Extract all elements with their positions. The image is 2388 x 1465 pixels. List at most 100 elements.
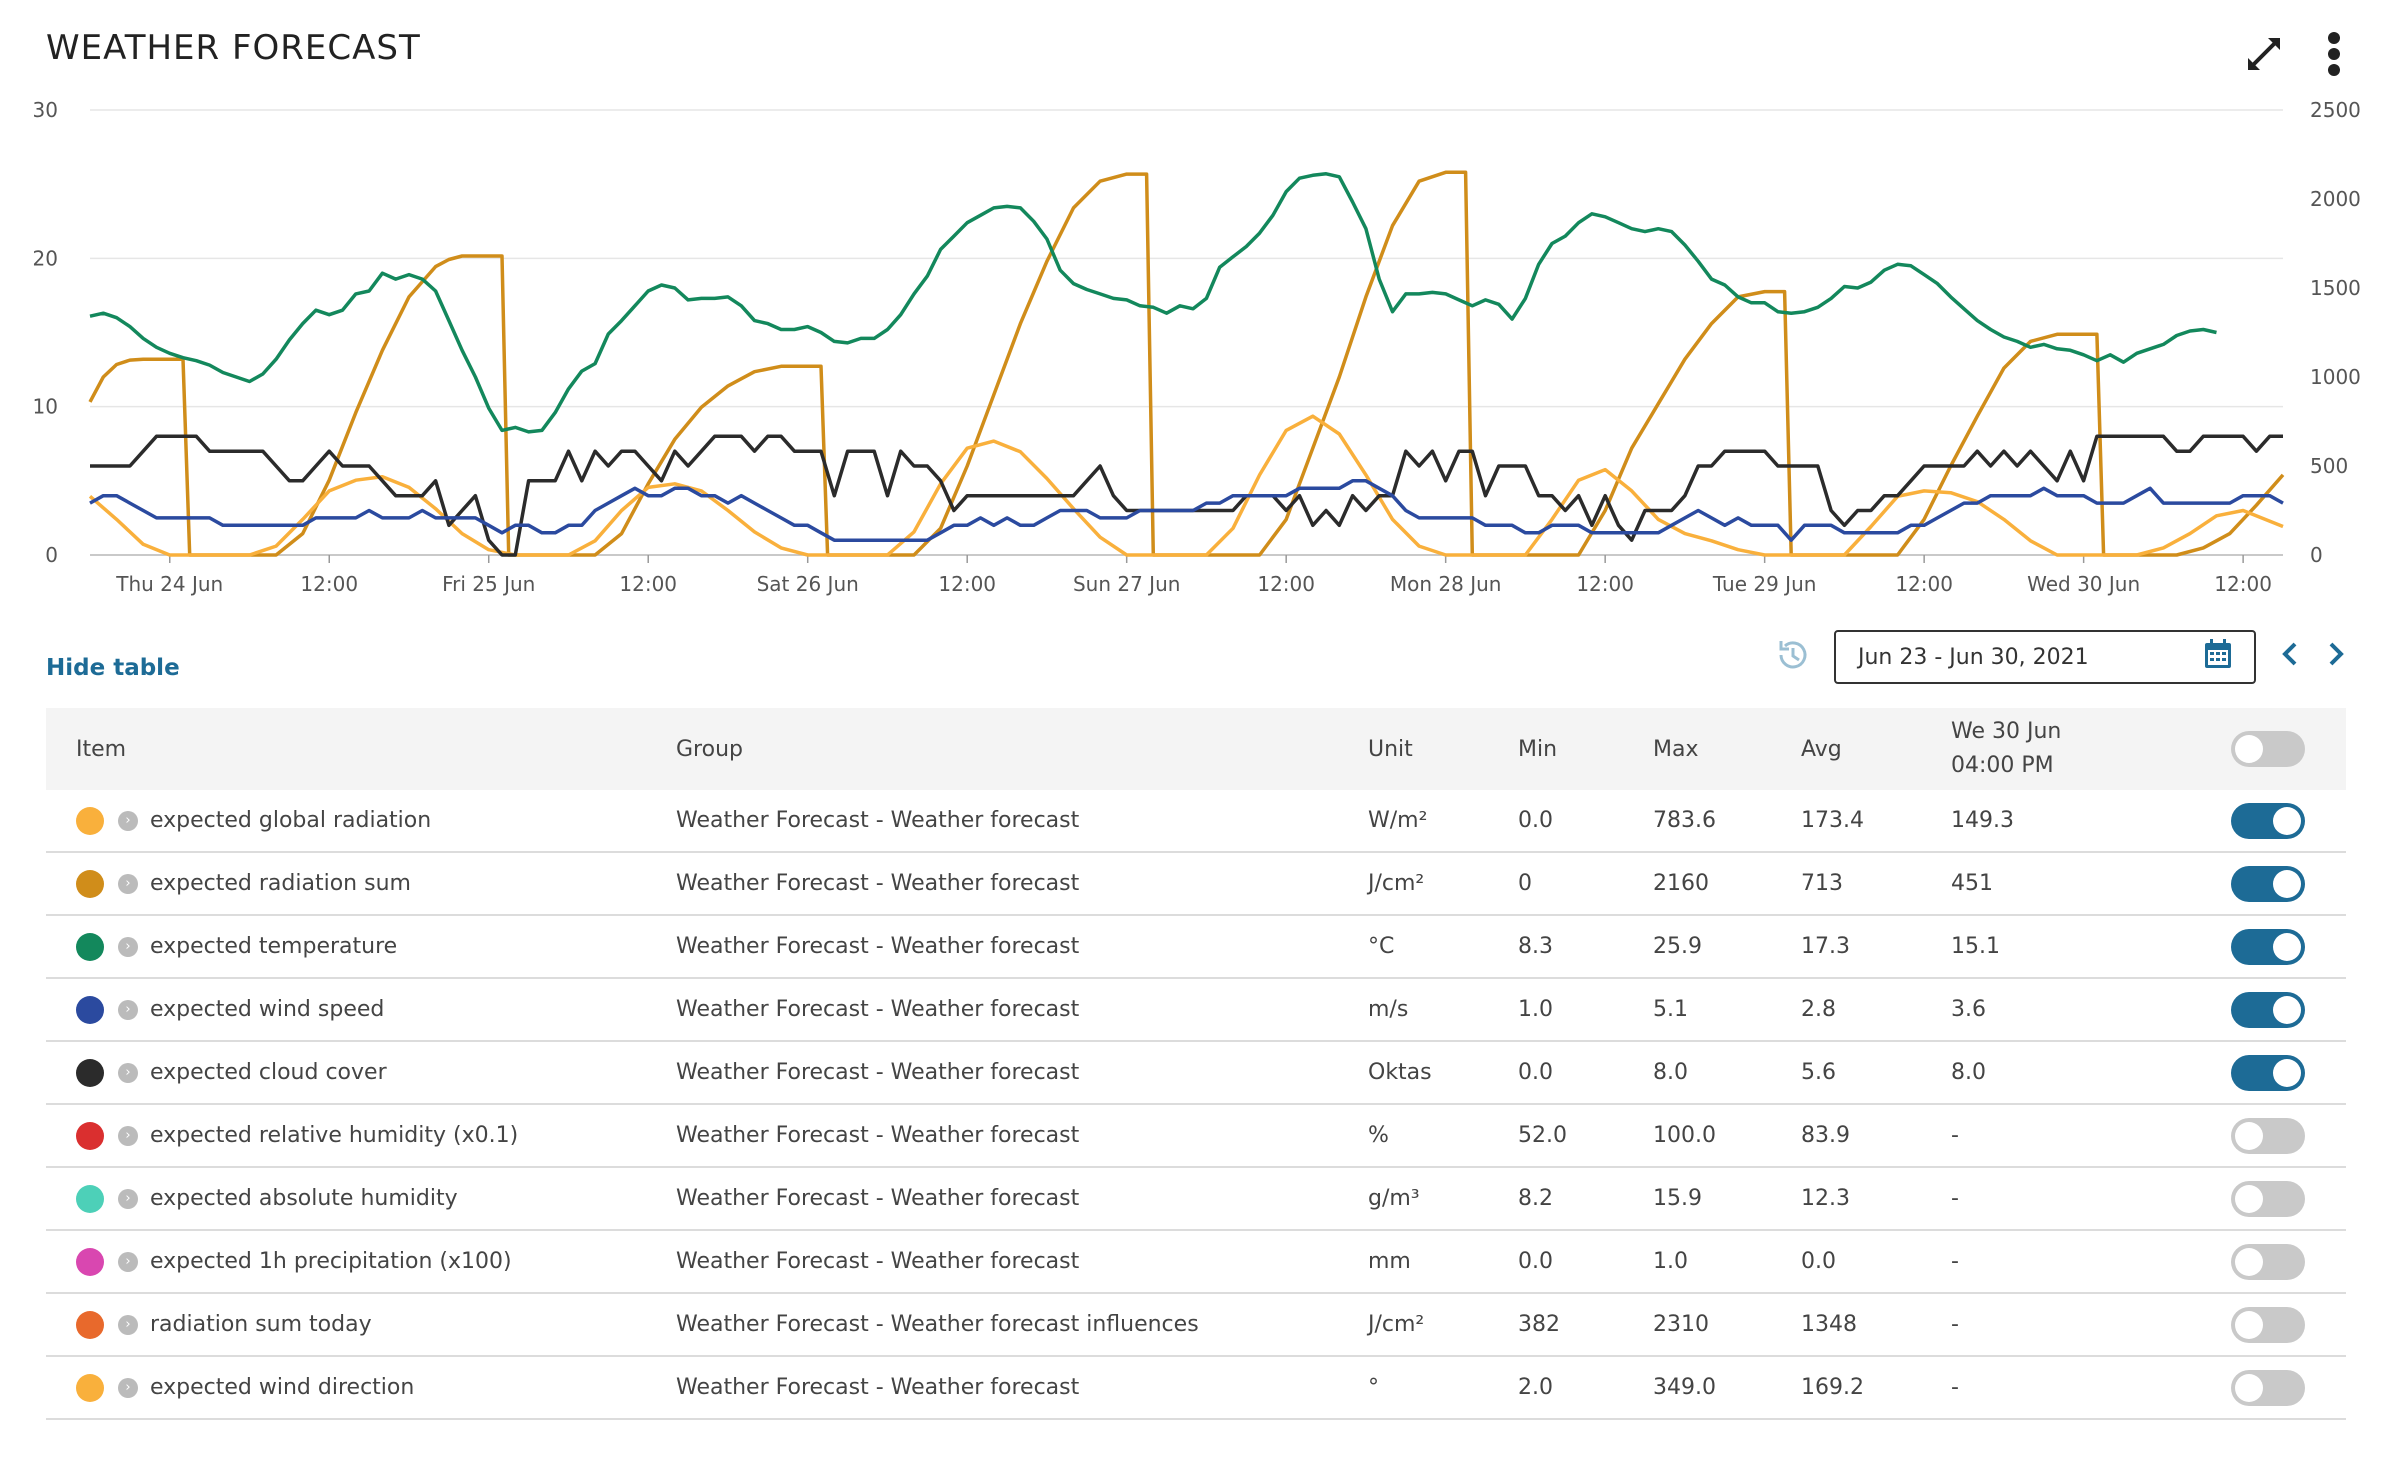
- header-toggle-cell: [2231, 708, 2346, 790]
- arrow-circle-icon[interactable]: ›: [118, 936, 138, 957]
- series-toggle-switch[interactable]: [2231, 1180, 2305, 1217]
- series-color-dot: [76, 806, 104, 835]
- y-right-tick-label: 0: [2310, 543, 2323, 567]
- series-toggle-switch[interactable]: [2231, 1243, 2305, 1280]
- series-toggle-switch[interactable]: [2231, 1369, 2305, 1406]
- min-cell: 8.3: [1518, 915, 1653, 979]
- max-cell: 15.9: [1653, 1167, 1801, 1231]
- max-cell: 349.0: [1653, 1356, 1801, 1420]
- chevron-left-icon[interactable]: [2278, 640, 2302, 674]
- avg-cell: 0.0: [1801, 1230, 1951, 1294]
- min-cell: 8.2: [1518, 1167, 1653, 1231]
- item-label: expected 1h precipitation (x100): [150, 1248, 512, 1274]
- x-tick-label: Fri 25 Jun: [442, 572, 535, 596]
- series-toggle-switch[interactable]: [2231, 1054, 2305, 1091]
- toggle-all-switch[interactable]: [2231, 731, 2305, 767]
- toggle-cell: [2231, 1041, 2346, 1105]
- current-value-cell: 8.0: [1951, 1041, 2231, 1105]
- series-toggle-switch[interactable]: [2231, 802, 2305, 839]
- toggle-cell: [2231, 978, 2346, 1042]
- item-cell: › expected cloud cover: [46, 1041, 676, 1105]
- group-cell: Weather Forecast - Weather forecast: [676, 1356, 1368, 1420]
- arrow-circle-icon[interactable]: ›: [118, 1062, 138, 1083]
- current-value-cell: 451: [1951, 852, 2231, 916]
- max-cell: 8.0: [1653, 1041, 1801, 1105]
- toggle-cell: [2231, 1230, 2346, 1294]
- avg-cell: 17.3: [1801, 915, 1951, 979]
- current-value-cell: -: [1951, 1356, 2231, 1420]
- item-label: expected temperature: [150, 933, 398, 959]
- date-range-value: Jun 23 - Jun 30, 2021: [1858, 644, 2089, 670]
- panel-title: WEATHER FORECAST: [46, 28, 421, 68]
- toggle-cell: [2231, 852, 2346, 916]
- unit-cell: °: [1368, 1356, 1518, 1420]
- series-toggle-switch[interactable]: [2231, 991, 2305, 1028]
- unit-cell: %: [1368, 1104, 1518, 1168]
- item-cell: › expected absolute humidity: [46, 1167, 676, 1231]
- header-current-time: 04:00 PM: [1951, 753, 2054, 778]
- series-table: Item Group Unit Min Max Avg We 30 Jun 04…: [46, 708, 2346, 1420]
- current-value-cell: 149.3: [1951, 790, 2231, 853]
- series-line: [89, 479, 2284, 542]
- series-toggle-switch[interactable]: [2231, 865, 2305, 902]
- arrow-circle-icon[interactable]: ›: [118, 1377, 138, 1398]
- arrow-circle-icon[interactable]: ›: [118, 1125, 138, 1146]
- avg-cell: 5.6: [1801, 1041, 1951, 1105]
- min-cell: 1.0: [1518, 978, 1653, 1042]
- unit-cell: J/cm²: [1368, 852, 1518, 916]
- hide-table-link[interactable]: Hide table: [46, 655, 180, 681]
- item-label: expected relative humidity (x0.1): [150, 1122, 519, 1148]
- y-left-tick-label: 20: [33, 246, 58, 270]
- table-row: › expected global radiation Weather Foreca…: [46, 790, 2346, 853]
- current-value-cell: 3.6: [1951, 978, 2231, 1042]
- table-header-row: Item Group Unit Min Max Avg We 30 Jun 04…: [46, 708, 2346, 790]
- chevron-right-icon[interactable]: [2324, 640, 2348, 674]
- x-tick-label: Sun 27 Jun: [1073, 572, 1180, 596]
- panel-toolbar: [2240, 30, 2358, 78]
- y-right-tick-label: 1500: [2310, 276, 2361, 300]
- arrow-circle-icon[interactable]: ›: [118, 999, 138, 1020]
- history-icon[interactable]: [1772, 635, 1812, 679]
- current-value-cell: 15.1: [1951, 915, 2231, 979]
- table-row: › expected temperature Weather Forecast - …: [46, 915, 2346, 979]
- arrow-circle-icon[interactable]: ›: [118, 1188, 138, 1209]
- vertical-dots-icon[interactable]: [2310, 30, 2358, 78]
- unit-cell: g/m³: [1368, 1167, 1518, 1231]
- unit-cell: Oktas: [1368, 1041, 1518, 1105]
- arrow-circle-icon[interactable]: ›: [118, 873, 138, 894]
- current-value-cell: -: [1951, 1293, 2231, 1357]
- date-range-input[interactable]: Jun 23 - Jun 30, 2021: [1834, 630, 2256, 684]
- header-current: We 30 Jun 04:00 PM: [1951, 708, 2231, 790]
- group-cell: Weather Forecast - Weather forecast: [676, 790, 1368, 853]
- current-value-cell: -: [1951, 1167, 2231, 1231]
- y-left-tick-label: 0: [45, 543, 58, 567]
- avg-cell: 12.3: [1801, 1167, 1951, 1231]
- header-avg: Avg: [1801, 708, 1951, 790]
- arrow-circle-icon[interactable]: ›: [118, 810, 138, 831]
- x-tick-label: Tue 29 Jun: [1712, 572, 1817, 596]
- series-color-dot: [76, 1310, 104, 1339]
- series-color-dot: [76, 1373, 104, 1402]
- group-cell: Weather Forecast - Weather forecast: [676, 1104, 1368, 1168]
- x-tick-label: 12:00: [1895, 572, 1953, 596]
- arrow-circle-icon[interactable]: ›: [118, 1251, 138, 1272]
- series-line: [89, 172, 2217, 434]
- series-toggle-switch[interactable]: [2231, 928, 2305, 965]
- item-cell: › expected 1h precipitation (x100): [46, 1230, 676, 1294]
- calendar-icon[interactable]: [2204, 639, 2232, 675]
- x-tick-label: Thu 24 Jun: [115, 572, 223, 596]
- item-label: expected absolute humidity: [150, 1185, 458, 1211]
- arrow-circle-icon[interactable]: ›: [118, 1314, 138, 1335]
- expand-arrows-icon[interactable]: [2240, 30, 2288, 78]
- y-right-tick-label: 2000: [2310, 187, 2361, 211]
- max-cell: 100.0: [1653, 1104, 1801, 1168]
- avg-cell: 1348: [1801, 1293, 1951, 1357]
- series-toggle-switch[interactable]: [2231, 1117, 2305, 1154]
- max-cell: 2310: [1653, 1293, 1801, 1357]
- series-toggle-switch[interactable]: [2231, 1306, 2305, 1343]
- item-label: expected global radiation: [150, 807, 432, 833]
- y-right-tick-label: 500: [2310, 454, 2348, 478]
- series-color-dot: [76, 932, 104, 961]
- header-unit: Unit: [1368, 708, 1518, 790]
